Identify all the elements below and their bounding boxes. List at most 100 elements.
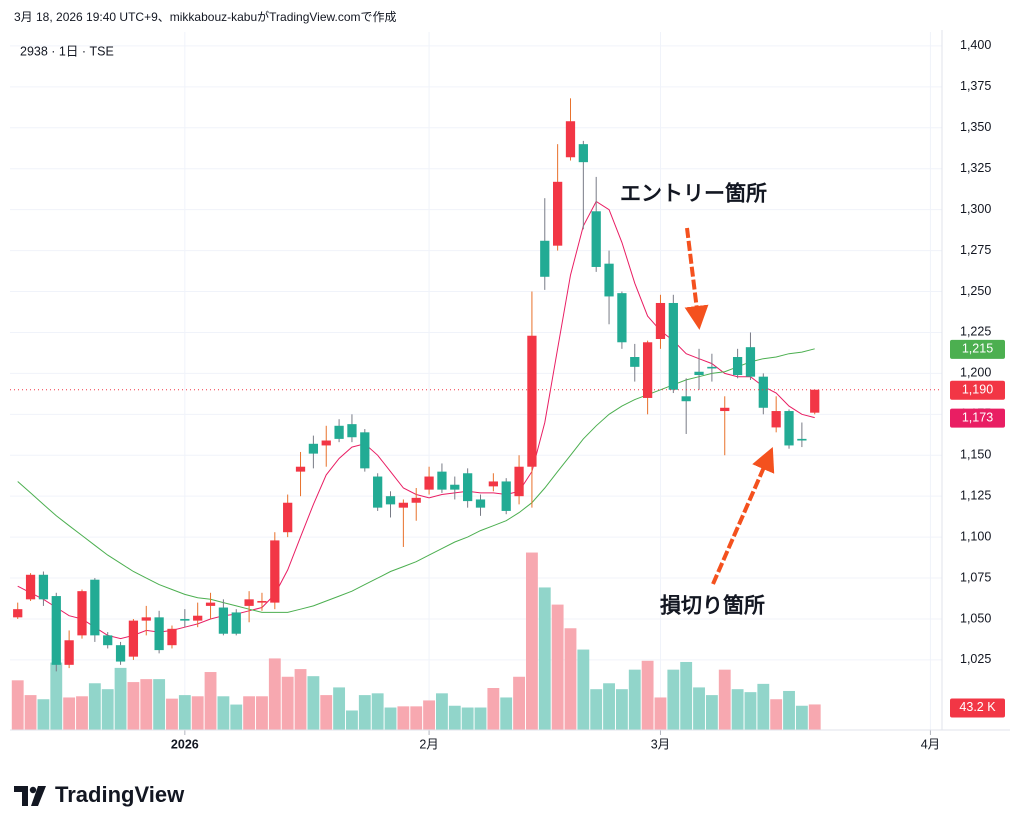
volume-bar xyxy=(770,699,783,730)
candle-body xyxy=(25,574,36,600)
caption: 3月 18, 2026 19:40 UTC+9、mikkabouz-kabuがT… xyxy=(14,9,397,24)
volume-bar xyxy=(114,667,127,730)
candle-body xyxy=(578,144,588,163)
price-label-bg xyxy=(950,339,1005,359)
candle-body xyxy=(257,600,267,603)
annotation: 損切り箇所 xyxy=(660,594,765,618)
volume-bar xyxy=(705,695,718,730)
volume-bar xyxy=(76,696,88,730)
price-label: 1,190 xyxy=(962,383,993,397)
y-tick-label: 1,225 xyxy=(960,325,991,339)
volume-bar xyxy=(487,688,500,730)
x-tick-label: 2026 xyxy=(171,737,199,751)
y-tick-label: 1,400 xyxy=(960,38,991,52)
y-tick-label: 1,325 xyxy=(960,161,991,175)
moving-average xyxy=(17,348,815,613)
candle-body xyxy=(244,599,254,606)
volume-bar xyxy=(474,707,487,730)
y-tick-label: 1,300 xyxy=(960,202,991,216)
candle-body xyxy=(167,628,177,646)
candle-body xyxy=(385,496,396,505)
candle-body xyxy=(398,502,408,508)
volume-bar xyxy=(358,695,371,730)
volume-bar xyxy=(577,649,590,730)
volume-bar xyxy=(397,706,410,730)
volume-bar xyxy=(538,587,551,730)
volume-bar xyxy=(153,679,166,730)
candle-body xyxy=(553,181,563,246)
x-tick-label: 4月 xyxy=(921,737,940,751)
volume-bar xyxy=(217,696,230,730)
y-tick-label: 1,100 xyxy=(960,529,991,543)
candle-body xyxy=(720,407,730,412)
volume-bar xyxy=(808,704,821,730)
volume xyxy=(11,552,821,730)
price-label-bg xyxy=(950,408,1005,428)
candle-body xyxy=(77,591,87,636)
y-tick-label: 1,150 xyxy=(960,448,991,462)
candle-body xyxy=(360,432,370,469)
candle-body xyxy=(373,476,383,508)
volume-bar xyxy=(307,676,320,730)
candles xyxy=(13,98,820,672)
candle-body xyxy=(154,617,164,651)
candle-body xyxy=(732,357,743,376)
volume-bar xyxy=(718,669,731,730)
volume-bar xyxy=(628,669,641,730)
volume-bar xyxy=(191,696,204,730)
volume-bar xyxy=(230,704,243,730)
volume-bar xyxy=(166,698,178,730)
volume-bar xyxy=(757,683,770,730)
candle-body xyxy=(141,617,151,621)
volume-bar xyxy=(590,689,603,730)
moving-averages xyxy=(17,200,815,640)
volume-bar xyxy=(448,705,461,730)
arrow xyxy=(684,227,709,330)
y-tick-label: 1,275 xyxy=(960,243,991,257)
candle-body xyxy=(475,499,486,508)
volume-bar xyxy=(281,676,294,730)
volume-bar xyxy=(436,693,448,730)
volume-bar xyxy=(410,706,423,730)
axes: 1,0251,0501,0751,1001,1251,1501,1751,200… xyxy=(10,30,1010,751)
volume-bar xyxy=(513,676,525,730)
candle-body xyxy=(218,607,229,634)
price-label-bg xyxy=(950,698,1005,718)
volume-bar xyxy=(384,707,397,730)
candle-body xyxy=(411,497,421,503)
price-label: 43.2 K xyxy=(959,700,996,714)
logo: TradingView xyxy=(14,782,185,807)
volume-bar xyxy=(127,682,140,730)
volume-bar xyxy=(461,707,474,730)
candle-body xyxy=(565,121,576,158)
candle-body xyxy=(437,471,447,490)
y-tick-label: 1,075 xyxy=(960,570,991,584)
candle-body xyxy=(308,443,319,454)
volume-bar xyxy=(101,689,114,730)
volume-bar xyxy=(243,696,256,730)
symbol: 2938 · 1日 · TSE xyxy=(20,44,114,58)
candle-body xyxy=(13,609,23,618)
volume-bar xyxy=(654,697,667,730)
volume-bar xyxy=(693,687,705,730)
volume-bar xyxy=(346,710,358,730)
candle-body xyxy=(295,466,306,472)
volume-bar xyxy=(551,604,564,730)
volume-bar xyxy=(63,697,76,730)
candle-body xyxy=(90,579,100,636)
y-tick-label: 1,200 xyxy=(960,366,991,380)
candle-body xyxy=(604,263,614,297)
volume-bar xyxy=(603,683,615,730)
volume-bar xyxy=(795,705,808,730)
candle-body xyxy=(668,302,678,390)
y-tick-label: 1,375 xyxy=(960,79,991,93)
volume-bar xyxy=(204,672,217,730)
candle-body xyxy=(334,425,344,439)
candle-body xyxy=(630,357,640,367)
volume-bar xyxy=(37,699,50,730)
candle-body xyxy=(797,438,807,441)
volume-bar xyxy=(423,700,436,730)
candle-body xyxy=(193,615,203,621)
candle-body xyxy=(128,620,139,657)
candle-body xyxy=(540,240,550,277)
